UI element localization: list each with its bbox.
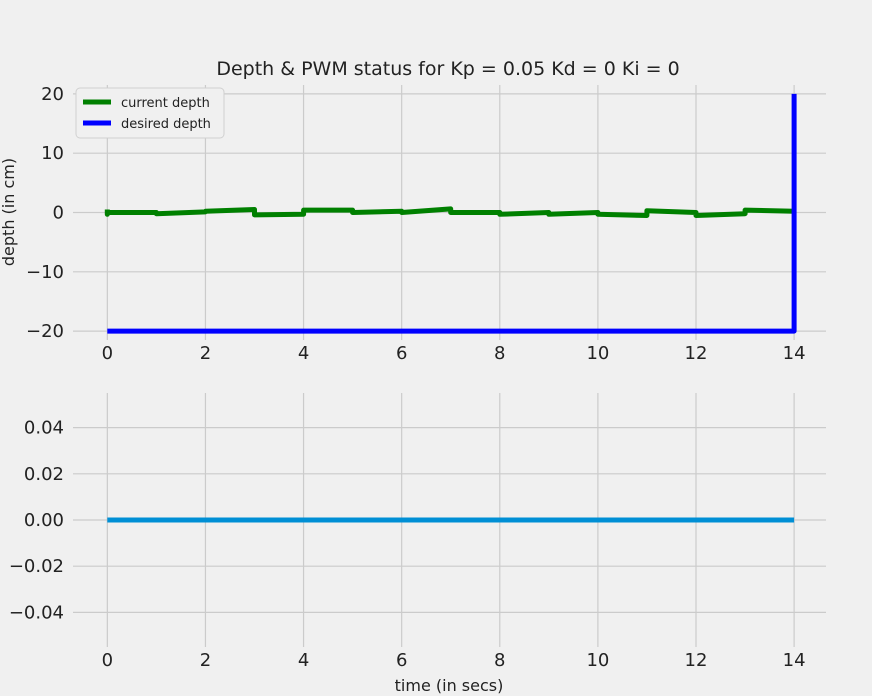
x-axis-label-time: time (in secs)	[395, 676, 504, 695]
x-tick-label: 2	[200, 650, 211, 671]
y-tick-label: 0.02	[24, 464, 64, 485]
x-tick-label: 12	[685, 650, 708, 671]
x-tick-label: 8	[494, 650, 505, 671]
legend-box	[75, 87, 225, 139]
x-tick-labels-pwm: 0 2 4 6 8 10 12 14	[102, 650, 806, 671]
y-tick-labels-depth: −20 −10 0 10 20	[26, 84, 64, 342]
x-tick-label: 0	[102, 343, 113, 364]
x-tick-label: 14	[783, 343, 806, 364]
x-tick-label: 10	[586, 650, 609, 671]
x-tick-label: 12	[685, 343, 708, 364]
x-tick-label: 6	[396, 650, 407, 671]
x-tick-label: 4	[298, 650, 309, 671]
y-tick-label: −0.04	[9, 602, 64, 623]
legend: current depth desired depth	[75, 87, 225, 139]
x-tick-label: 6	[396, 343, 407, 364]
legend-label-desired-depth: desired depth	[121, 117, 211, 132]
y-tick-label: 20	[41, 84, 64, 105]
x-tick-label: 14	[783, 650, 806, 671]
y-tick-label: 10	[41, 143, 64, 164]
x-tick-label: 8	[494, 343, 505, 364]
pwm-panel: −0.04 −0.02 0.00 0.02 0.04 0 2 4 6 8 10 12 14 time …	[9, 393, 826, 695]
series-line-desired-depth	[107, 93, 797, 334]
depth-panel: Depth & PWM status for Kp = 0.05 Kd = 0 …	[0, 58, 826, 364]
y-tick-label: −20	[26, 321, 64, 342]
y-tick-label: 0.04	[24, 418, 64, 439]
y-axis-label-depth: depth (in cm)	[0, 158, 18, 266]
y-tick-label: −0.02	[9, 556, 64, 577]
series-line-current-depth	[104, 206, 795, 218]
legend-label-current-depth: current depth	[121, 96, 210, 111]
chart-title: Depth & PWM status for Kp = 0.05 Kd = 0 …	[216, 58, 679, 80]
x-tick-labels-depth: 0 2 4 6 8 10 12 14	[102, 343, 806, 364]
series-depth	[104, 93, 797, 334]
y-tick-label: −10	[26, 262, 64, 283]
x-tick-label: 2	[200, 343, 211, 364]
x-tick-label: 4	[298, 343, 309, 364]
x-tick-label: 0	[102, 650, 113, 671]
y-tick-label: 0	[53, 203, 64, 224]
x-tick-label: 10	[586, 343, 609, 364]
y-tick-labels-pwm: −0.04 −0.02 0.00 0.02 0.04	[9, 418, 64, 624]
y-tick-label: 0.00	[24, 510, 64, 531]
